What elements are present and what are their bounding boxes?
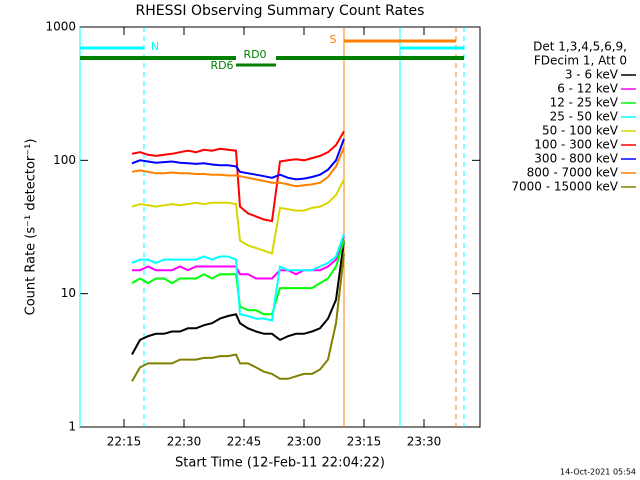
x-tick-label: 23:00 (287, 435, 322, 449)
x-axis-label: Start Time (12-Feb-11 22:04:22) (175, 456, 385, 471)
legend-label: 6 - 12 keV (557, 82, 619, 96)
x-tick-label: 23:30 (407, 435, 442, 449)
timestamp: 14-Oct-2021 05:54 (560, 468, 636, 477)
mode-label: RD0 (243, 48, 266, 61)
x-tick-label: 23:15 (347, 435, 382, 449)
y-tick-label: 10 (61, 286, 76, 300)
legend-header: FDecim 1, Att 0 (534, 54, 627, 68)
chart-title: RHESSI Observing Summary Count Rates (136, 3, 425, 19)
y-tick-label: 100 (53, 153, 76, 167)
series-line (131, 130, 345, 223)
series-line (131, 233, 345, 322)
legend-label: 50 - 100 keV (542, 124, 619, 138)
legend-header: Det 1,3,4,5,6,9, (533, 40, 627, 54)
legend-label: 300 - 800 keV (534, 152, 618, 166)
mode-label: RD6 (210, 59, 233, 72)
x-tick-label: 22:30 (167, 435, 202, 449)
x-tick-label: 22:15 (107, 435, 142, 449)
y-axis-label: Count Rate (s⁻¹ detector⁻¹) (24, 139, 39, 316)
y-tick-label: 1 (68, 420, 76, 434)
legend-label: 100 - 300 keV (534, 138, 618, 152)
series-line (131, 147, 345, 188)
legend-label: 3 - 6 keV (565, 68, 619, 82)
series-line (131, 138, 345, 181)
series-line (131, 253, 345, 382)
legend-label: 25 - 50 keV (550, 110, 619, 124)
series-line (131, 240, 345, 355)
mode-label: S (330, 33, 337, 46)
x-tick-label: 22:45 (227, 435, 262, 449)
legend-label: 12 - 25 keV (550, 96, 619, 110)
y-tick-label: 1000 (45, 20, 76, 34)
legend-label: 800 - 7000 keV (527, 166, 619, 180)
series-line (131, 178, 345, 255)
legend-label: 7000 - 15000 keV (511, 180, 618, 194)
mode-label: N (151, 40, 159, 53)
